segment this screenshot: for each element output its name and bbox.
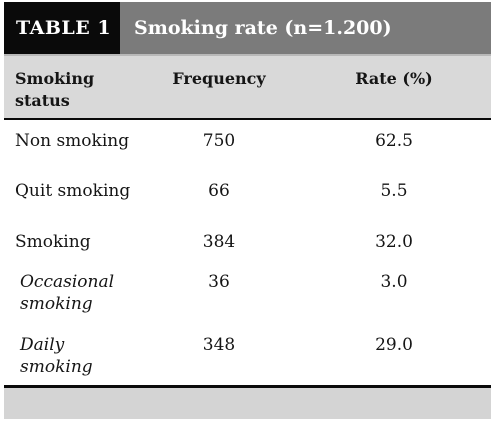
row-rate: 29.0	[375, 335, 413, 355]
header-frequency: Frequency	[172, 69, 266, 88]
row-rate: 5.5	[380, 181, 408, 201]
row-frequency: 66	[208, 181, 230, 201]
row-status: Smoking	[15, 232, 91, 252]
table-footer-band	[4, 388, 491, 419]
table-label: TABLE 1	[4, 2, 120, 54]
header-smoking-status: Smoking status	[15, 69, 95, 110]
row-status: Non smoking	[15, 131, 130, 151]
row-rate: 32.0	[375, 232, 413, 252]
header-rate: Rate (%)	[355, 69, 433, 88]
table-title-bar: TABLE 1 Smoking rate (n=1.200)	[4, 2, 491, 54]
table-header-row: Smoking status Frequency Rate (%)	[4, 54, 491, 120]
row-status: Quit smoking	[15, 181, 131, 201]
row-frequency: 348	[202, 335, 236, 355]
row-rate: 62.5	[375, 131, 413, 151]
smoking-rate-table: TABLE 1 Smoking rate (n=1.200) Smoking s…	[4, 2, 491, 419]
row-status: Occasional smoking	[20, 272, 115, 314]
table-title: Smoking rate (n=1.200)	[134, 17, 392, 39]
row-rate: 3.0	[380, 272, 408, 292]
row-frequency: 36	[208, 272, 230, 292]
table-body: Non smoking 750 62.5 Quit smoking 66 5.5…	[4, 120, 491, 388]
row-status: Daily smoking	[20, 335, 93, 377]
row-frequency: 750	[202, 131, 236, 151]
row-frequency: 384	[202, 232, 236, 252]
